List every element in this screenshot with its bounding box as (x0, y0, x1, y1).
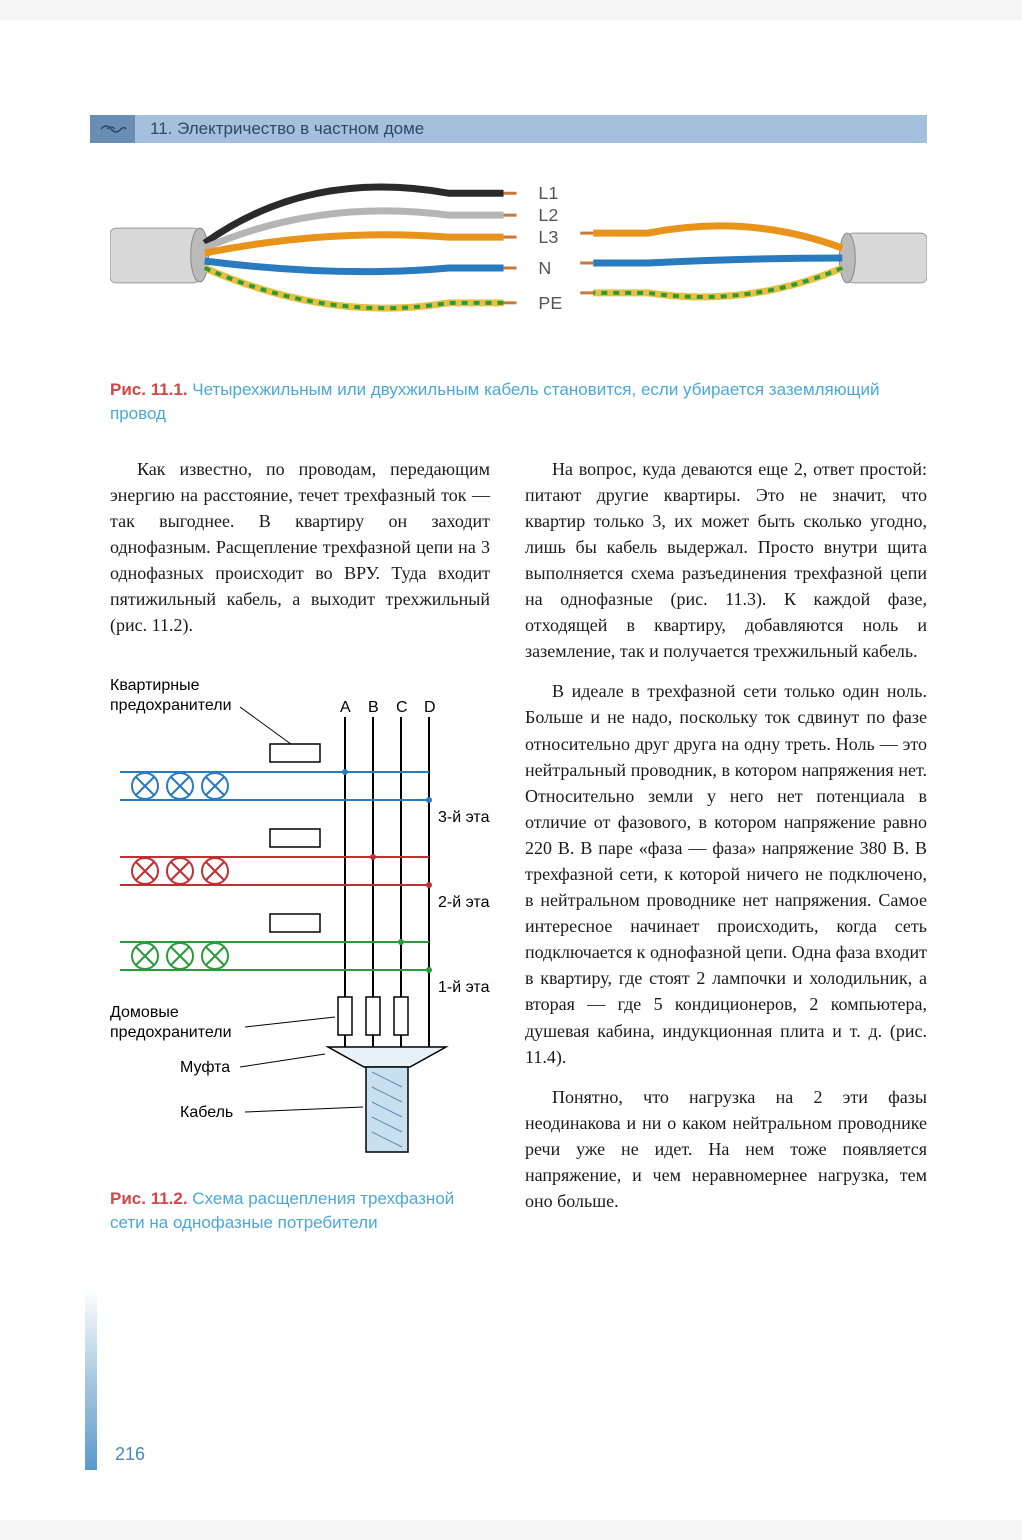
wire-label-pe: PE (538, 293, 562, 313)
house-fuses-label-1: Домовые (110, 1004, 179, 1021)
para-right-2: В идеале в трехфазной сети только один н… (525, 678, 927, 1069)
coupling-label: Муфта (180, 1059, 230, 1076)
floor-2-label: 2-й этаж (438, 894, 490, 911)
figure-cable-diagram: L1 L2 L3 N PE (110, 173, 927, 348)
apt-fuses-label-2: предохранители (110, 697, 232, 714)
col-a: A (340, 699, 351, 716)
chapter-title: 11. Электричество в частном доме (135, 119, 424, 139)
figure-scheme-diagram: A B C D Квартирные предохранители (110, 672, 490, 1162)
apt-fuses-label-1: Квартирные (110, 677, 200, 694)
wire-label-l1: L1 (538, 183, 558, 203)
cable-label: Кабель (180, 1104, 233, 1121)
floor-3 (120, 744, 432, 803)
header-ornament-icon (90, 115, 135, 143)
right-column: На вопрос, куда деваются еще 2, ответ пр… (525, 456, 927, 1265)
col-c: C (396, 699, 408, 716)
figure-2-caption: Рис. 11.2. Схема расщепления трехфазной … (110, 1187, 490, 1235)
chapter-header: 11. Электричество в частном доме (90, 115, 927, 143)
figure-1-label: Рис. 11.1. (110, 380, 188, 399)
para-right-1: На вопрос, куда деваются еще 2, ответ пр… (525, 456, 927, 665)
page-edge-gradient (85, 1290, 97, 1470)
page: 11. Электричество в частном доме L1 L2 L… (0, 20, 1022, 1520)
wire-label-n: N (538, 258, 551, 278)
floor-1 (120, 914, 432, 973)
wire-label-l2: L2 (538, 205, 558, 225)
text-columns: Как известно, по проводам, передающим эн… (110, 456, 927, 1265)
col-d: D (424, 699, 436, 716)
figure-1-caption-text: Четырехжильным или двухжильным кабель ст… (110, 380, 879, 423)
figure-2-label: Рис. 11.2. (110, 1189, 188, 1208)
wire-label-l3: L3 (538, 227, 558, 247)
floor-2 (120, 829, 432, 888)
col-b: B (368, 699, 379, 716)
floor-1-label: 1-й этаж (438, 979, 490, 996)
para-left-1: Как известно, по проводам, передающим эн… (110, 456, 490, 639)
para-right-3: Понятно, что нагрузка на 2 эти фазы неод… (525, 1084, 927, 1214)
floor-3-label: 3-й этаж (438, 809, 490, 826)
left-column: Как известно, по проводам, передающим эн… (110, 456, 490, 1265)
house-fuses-label-2: предохранители (110, 1024, 232, 1041)
page-number: 216 (115, 1444, 145, 1465)
body-paragraph: Как известно, по проводам, передающим эн… (110, 456, 490, 639)
figure-1-caption: Рис. 11.1. Четырехжильным или двухжильны… (110, 378, 927, 426)
